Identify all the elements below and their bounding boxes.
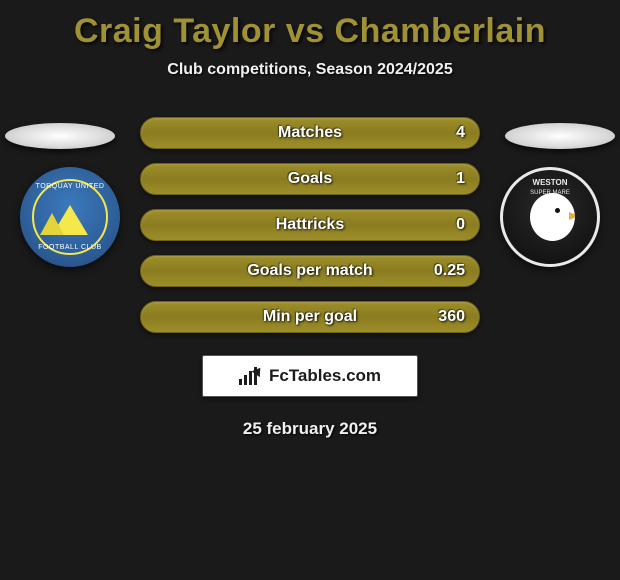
stat-row-gpm: Goals per match 0.25: [140, 255, 480, 287]
stat-value: 360: [438, 308, 465, 326]
right-club-top-text: WESTON: [503, 178, 597, 187]
stat-value: 4: [456, 124, 465, 142]
subtitle: Club competitions, Season 2024/2025: [0, 61, 620, 79]
left-club-bottom-text: FOOTBALL CLUB: [34, 244, 106, 251]
right-player-ellipse: [505, 123, 615, 149]
stat-row-hattricks: Hattricks 0: [140, 209, 480, 241]
date-label: 25 february 2025: [0, 419, 620, 439]
comparison-area: TORQUAY UNITED FOOTBALL CLUB WESTON SUPE…: [0, 117, 620, 333]
gull-icon: [525, 192, 575, 242]
left-club-top-text: TORQUAY UNITED: [34, 183, 106, 190]
stat-value: 1: [456, 170, 465, 188]
stat-label: Goals per match: [247, 262, 372, 280]
stat-value: 0: [456, 216, 465, 234]
left-player-ellipse: [5, 123, 115, 149]
brand-text: FcTables.com: [269, 366, 381, 386]
stat-label: Goals: [288, 170, 332, 188]
stat-label: Hattricks: [276, 216, 344, 234]
stat-value: 0.25: [434, 262, 465, 280]
stat-row-goals: Goals 1: [140, 163, 480, 195]
stat-row-matches: Matches 4: [140, 117, 480, 149]
page-title: Craig Taylor vs Chamberlain: [0, 8, 620, 61]
left-club-crest: TORQUAY UNITED FOOTBALL CLUB: [20, 167, 120, 267]
stat-row-mpg: Min per goal 360: [140, 301, 480, 333]
brand-link[interactable]: FcTables.com: [202, 355, 418, 397]
right-club-crest: WESTON SUPER MARE: [500, 167, 600, 267]
mountain-icon: [40, 213, 64, 235]
stat-label: Matches: [278, 124, 342, 142]
stat-label: Min per goal: [263, 308, 357, 326]
